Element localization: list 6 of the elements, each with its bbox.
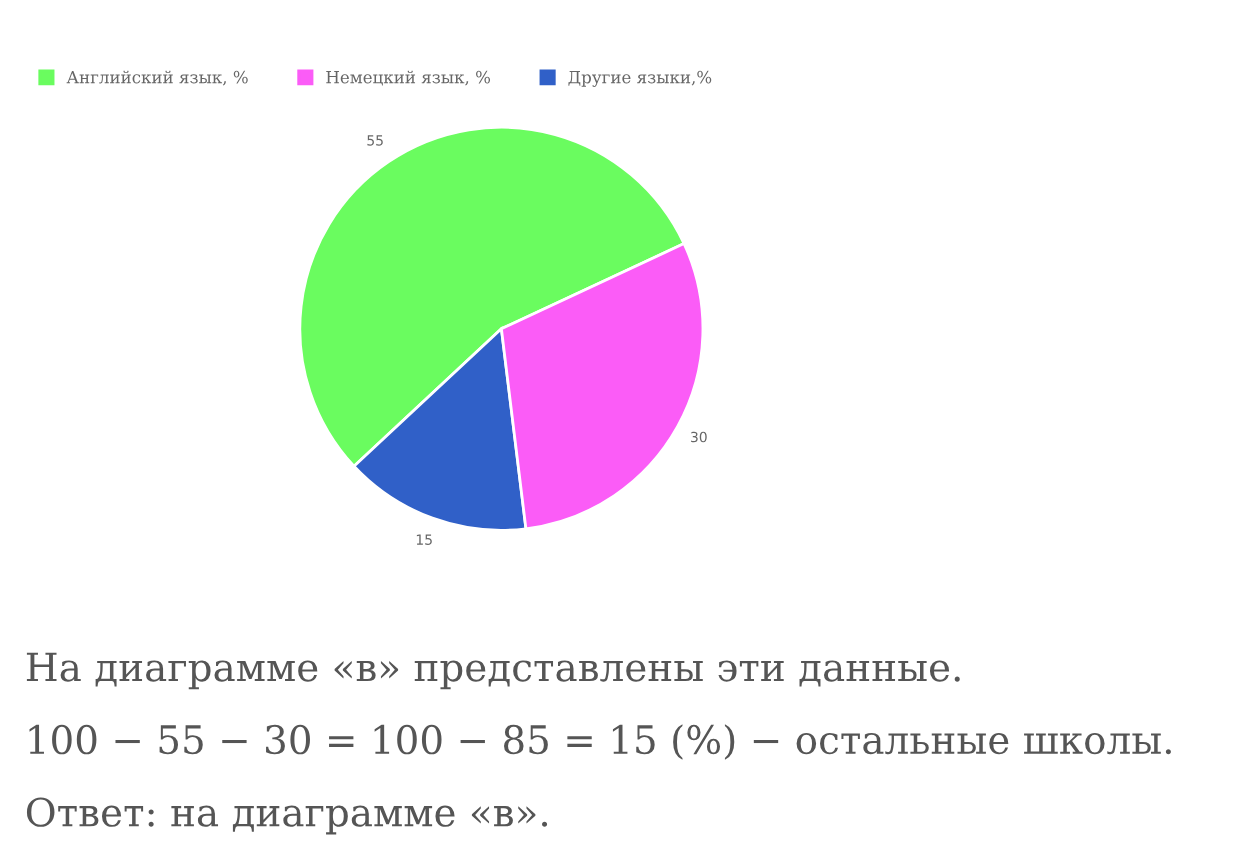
text: 100 − 55 − 30 = 100 − 85 = 15 (%) − остальные школы. [29, 724, 1171, 760]
text: Ответ: на диаграмме «в». [26, 797, 548, 835]
text: На диаграмме «в» представлены эти данные. [26, 652, 960, 690]
legend-label: Немецкий язык, % [326, 70, 491, 86]
legend-label: Другие языки,% [568, 70, 712, 87]
legend-label: Английский язык, % [66, 70, 248, 86]
